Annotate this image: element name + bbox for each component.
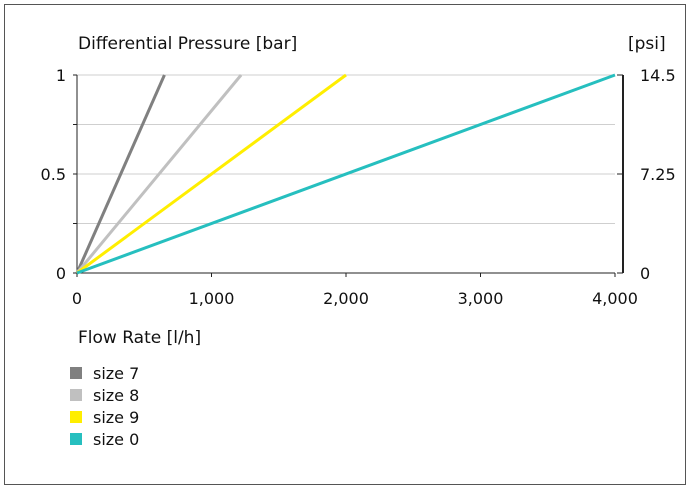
- legend-label: size 9: [93, 408, 139, 427]
- series-line-size-9: [76, 73, 347, 275]
- series-line-size-8: [75, 74, 243, 274]
- y2-tick-label: 0: [640, 264, 650, 283]
- legend-swatch: [70, 433, 82, 445]
- grid: [77, 74, 615, 224]
- x-tick-label: 0: [72, 289, 82, 308]
- x-tick-label: 4,000: [592, 289, 638, 308]
- series-line-size-7: [75, 74, 166, 274]
- x-axis-label: Flow Rate [l/h]: [78, 328, 201, 348]
- y-tick-label: 1: [56, 66, 66, 85]
- x-tick-label: 3,000: [458, 289, 504, 308]
- legend-label: size 8: [93, 386, 139, 405]
- legend: size 7 size 8 size 9 size 0: [70, 364, 139, 449]
- legend-label: size 0: [93, 430, 139, 449]
- y-tick-label: 0.5: [41, 165, 66, 184]
- axis-labels: Differential Pressure [bar] [psi] Flow R…: [78, 34, 666, 348]
- legend-label: size 7: [93, 364, 139, 383]
- y-tick-label: 0: [56, 264, 66, 283]
- x-tick-label: 2,000: [323, 289, 369, 308]
- x-tick-label: 1,000: [189, 289, 235, 308]
- y2-tick-label: 7.25: [640, 165, 676, 184]
- legend-swatch: [70, 411, 82, 423]
- legend-swatch: [70, 367, 82, 379]
- y2-tick-label: 14.5: [640, 66, 676, 85]
- chart-title: Differential Pressure [bar]: [78, 34, 297, 54]
- series-lines: [75, 73, 616, 275]
- y2-axis-label: [psi]: [628, 34, 666, 54]
- legend-swatch: [70, 389, 82, 401]
- series-line-size-0: [76, 73, 616, 275]
